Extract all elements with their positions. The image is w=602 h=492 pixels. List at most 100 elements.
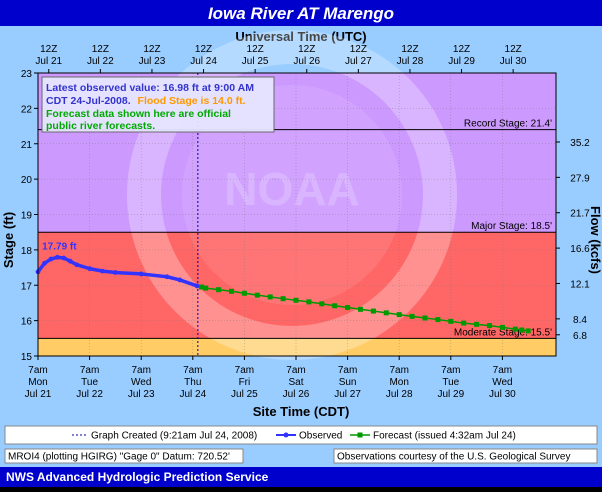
bottom-tick-label: Jul 25: [231, 389, 258, 400]
bottom-tick-label: Jul 24: [179, 389, 206, 400]
top-tick-time: 12Z: [401, 44, 418, 55]
forecast-point: [203, 285, 209, 291]
forecast-point: [216, 287, 222, 293]
top-tick-time: 12Z: [195, 44, 212, 55]
forecast-point: [241, 290, 247, 296]
forecast-point: [319, 301, 325, 307]
major-flood-band: [38, 129, 556, 233]
forecast-point: [358, 306, 363, 312]
top-tick-time: 12Z: [350, 44, 367, 55]
bottom-tick-label: Fri: [239, 377, 251, 388]
top-tick-date: Jul 27: [345, 56, 372, 67]
observed-point: [87, 266, 92, 272]
observed-point: [164, 274, 170, 280]
chart-title: Iowa River AT Marengo: [208, 4, 394, 23]
footer-datum: MROI4 (plotting HGIRG) "Gage 0" Datum: 7…: [8, 452, 230, 463]
forecast-point: [370, 308, 376, 314]
left-tick-label: 15: [21, 352, 33, 363]
observed-point: [138, 271, 144, 277]
top-tick-date: Jul 30: [500, 56, 527, 67]
forecast-point: [422, 315, 428, 321]
legend-observed-marker: [283, 432, 289, 438]
footer-right-box: [333, 448, 598, 464]
bottom-tick-label: Jul 27: [334, 389, 361, 400]
bottom-tick-label: 7am: [235, 365, 254, 376]
forecast-point: [280, 296, 286, 302]
bottom-tick-label: Sat: [288, 377, 303, 388]
top-tick-time: 12Z: [143, 44, 160, 55]
footer-usgs: Observations courtesy of the U.S. Geolog…: [337, 452, 570, 463]
left-tick-label: 19: [21, 211, 33, 222]
top-tick-time: 12Z: [92, 44, 109, 55]
left-tick-label: 16: [21, 317, 33, 328]
observed-point: [74, 262, 80, 268]
bottom-tick-label: Wed: [131, 377, 151, 388]
info-line-1: Latest observed value: 16.98 ft at 9:00 …: [46, 82, 254, 94]
left-tick-label: 22: [21, 104, 33, 115]
legend-forecast: Forecast (issued 4:32am Jul 24): [373, 431, 516, 442]
flood-category-label: Record Stage: 21.4': [464, 119, 552, 130]
observed-point: [42, 260, 47, 266]
bottom-tick-label: 7am: [28, 365, 47, 376]
footer-left-box: [4, 448, 244, 464]
y-left-axis-title: Stage (ft): [1, 212, 16, 268]
forecast-point: [435, 317, 441, 323]
forecast-point: [474, 321, 480, 327]
forecast-point: [229, 288, 234, 294]
bottom-tick-label: 7am: [183, 365, 202, 376]
bottom-tick-label: Tue: [442, 377, 459, 388]
forecast-point: [448, 318, 454, 324]
left-tick-label: 17: [21, 281, 33, 292]
bottom-tick-label: Jul 30: [489, 389, 516, 400]
info-line-3: Forecast data shown here are official: [46, 108, 231, 120]
legend-graph-created: Graph Created (9:21am Jul 24, 2008): [91, 431, 257, 442]
left-tick-label: 21: [21, 140, 33, 151]
bottom-tick-label: Jul 28: [386, 389, 413, 400]
bottom-tick-label: Jul 21: [25, 389, 52, 400]
left-axis-ticks: 15 16 17 18 19 20 21 22 23: [21, 69, 38, 363]
right-tick-label: 16.6: [570, 244, 590, 255]
forecast-point: [487, 323, 492, 329]
bottom-tick-label: 7am: [441, 365, 460, 376]
right-tick-label: 35.2: [570, 138, 590, 149]
forecast-point: [512, 326, 518, 332]
forecast-point: [396, 312, 402, 318]
forecast-point: [499, 324, 505, 330]
bottom-tick-label: Wed: [492, 377, 512, 388]
flood-category-label: Moderate Stage: 15.5': [454, 327, 552, 338]
peak-label: 17.79 ft: [42, 241, 77, 252]
top-tick-time: 12Z: [40, 44, 57, 55]
top-tick-date: Jul 23: [139, 56, 166, 67]
bottom-tick-label: Tue: [81, 377, 98, 388]
right-tick-label: 21.7: [570, 209, 590, 220]
info-box: Latest observed value: 16.98 ft at 9:00 …: [41, 76, 275, 133]
left-tick-label: 18: [21, 246, 33, 257]
title-bar: [0, 0, 602, 26]
observed-point: [48, 256, 54, 262]
bottom-tick-label: 7am: [493, 365, 512, 376]
legend-observed: Observed: [299, 431, 342, 442]
forecast-point: [306, 299, 312, 305]
info-line-2-flood-stage: Flood Stage is 14.0 ft.: [138, 95, 246, 107]
bottom-bar: [0, 467, 602, 487]
svg-text:NOAA: NOAA: [224, 163, 359, 215]
observed-point: [67, 258, 73, 264]
bottom-tick-label: Jul 29: [437, 389, 464, 400]
forecast-point: [254, 292, 260, 298]
legend-forecast-marker: [357, 432, 363, 438]
forecast-point: [383, 310, 389, 316]
top-tick-date: Jul 29: [448, 56, 475, 67]
bottom-tick-label: 7am: [286, 365, 305, 376]
forecast-point: [525, 328, 531, 334]
bottom-tick-label: 7am: [80, 365, 99, 376]
forecast-point: [332, 303, 338, 309]
y-right-axis-title: Flow (kcfs): [588, 206, 602, 274]
top-tick-date: Jul 21: [35, 56, 62, 67]
right-tick-label: 6.8: [573, 331, 587, 342]
right-tick-label: 12.1: [570, 279, 590, 290]
left-tick-label: 20: [21, 175, 33, 186]
bottom-tick-label: 7am: [389, 365, 408, 376]
